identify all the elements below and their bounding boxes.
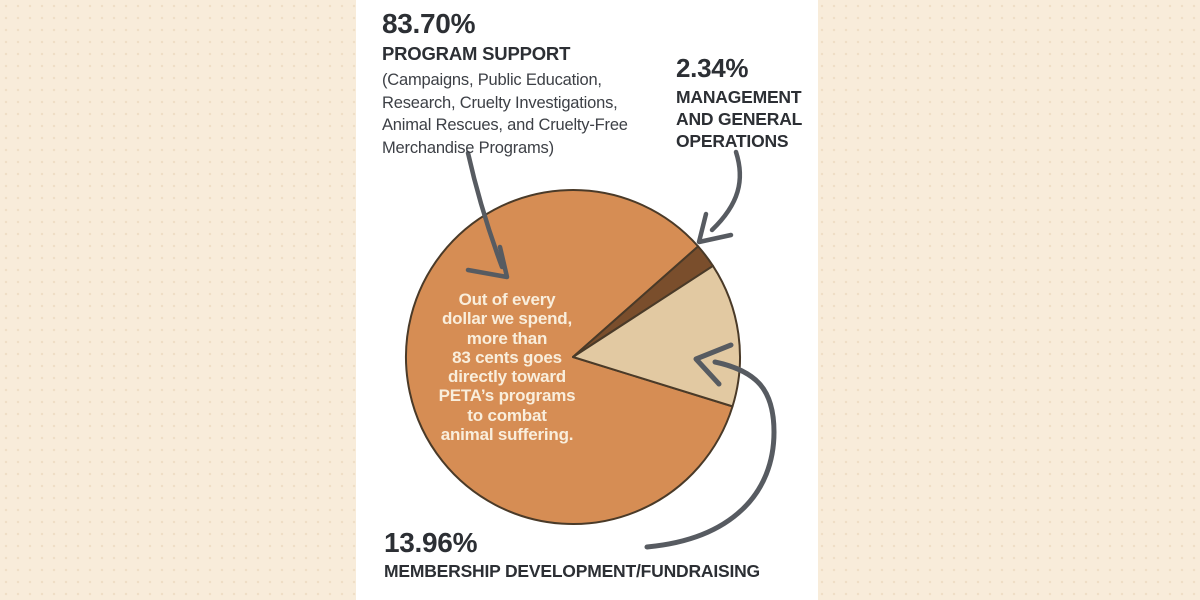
annotation-management: 2.34% MANAGEMENT AND GENERAL OPERATIONS [676,53,802,152]
arrow-program-support-icon [465,150,510,280]
annotation-membership: 13.96% MEMBERSHIP DEVELOPMENT/FUNDRAISIN… [384,527,760,582]
annotation-program-support: 83.70% PROGRAM SUPPORT (Campaigns, Publi… [382,8,628,159]
arrow-membership-icon [644,342,777,550]
pie-center-caption: Out of every dollar we spend, more than 83 … [438,290,576,445]
program-support-description: (Campaigns, Public Education, Research, C… [382,71,628,157]
management-title: MANAGEMENT AND GENERAL OPERATIONS [676,87,803,151]
pie-slice-membership-development-fundraising [572,264,741,408]
membership-title: MEMBERSHIP DEVELOPMENT/FUNDRAISING [384,561,760,581]
program-support-percent: 83.70% [382,8,476,39]
program-support-title: PROGRAM SUPPORT [382,43,571,64]
arrow-management-icon [696,149,743,245]
membership-percent: 13.96% [384,527,478,558]
annotation-arrows [465,149,777,550]
management-percent: 2.34% [676,53,749,83]
